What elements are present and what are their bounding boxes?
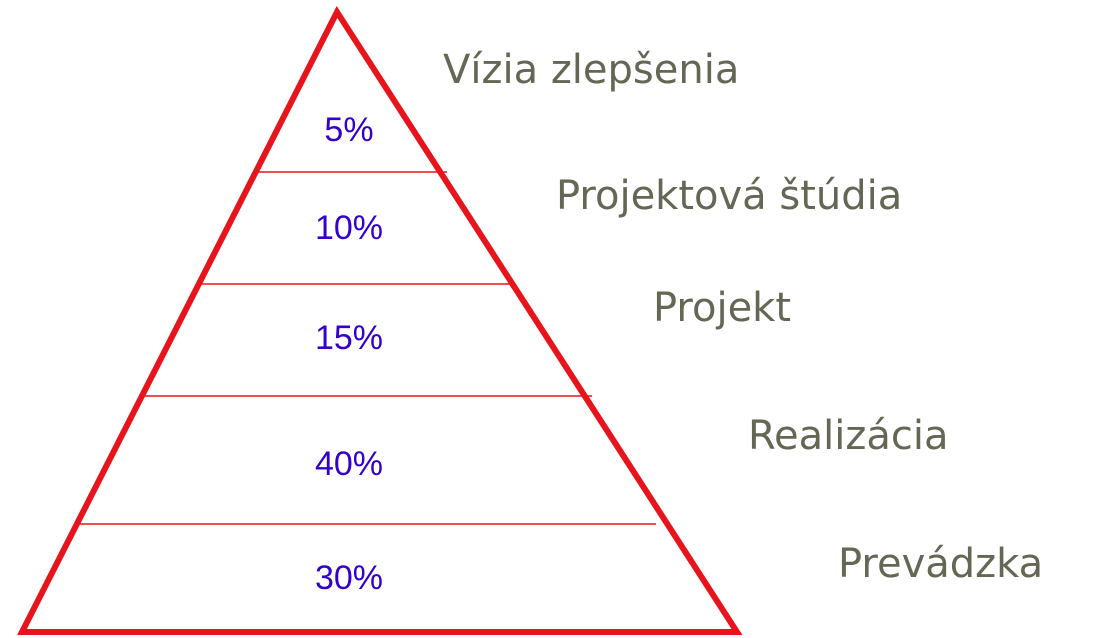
level-share: 10% xyxy=(315,209,383,247)
level-label: Prevádzka xyxy=(838,541,1043,587)
level-share: 30% xyxy=(315,559,383,597)
level-share: 5% xyxy=(324,111,373,149)
level-share: 15% xyxy=(315,319,383,357)
level-share: 40% xyxy=(315,445,383,483)
text-layer: 5% Vízia zlepšenia 10% Projektová štúdia 15%… xyxy=(315,47,1043,597)
level-label: Projektová štúdia xyxy=(556,173,902,219)
level-label: Projekt xyxy=(653,285,791,331)
level-label: Vízia zlepšenia xyxy=(443,47,739,93)
level-label: Realizácia xyxy=(748,413,948,459)
pyramid-outline xyxy=(17,5,743,635)
